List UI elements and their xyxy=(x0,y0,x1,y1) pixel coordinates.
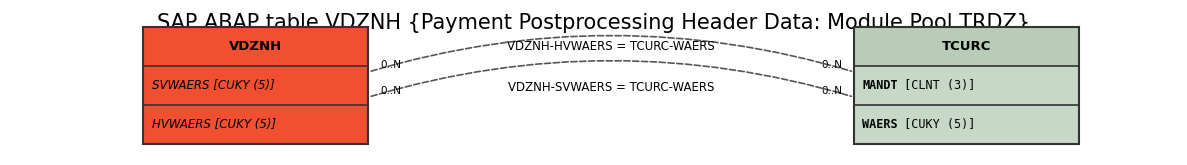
Bar xyxy=(144,27,368,144)
Bar xyxy=(144,105,368,144)
Text: SAP ABAP table VDZNH {Payment Postprocessing Header Data: Module Pool TRDZ}: SAP ABAP table VDZNH {Payment Postproces… xyxy=(157,13,1030,33)
Text: MANDT: MANDT xyxy=(862,79,897,92)
Text: 0..N: 0..N xyxy=(380,86,401,96)
Bar xyxy=(144,27,368,66)
Text: [CUKY (5)]: [CUKY (5)] xyxy=(896,118,975,131)
Text: HVWAERS [CUKY (5)]: HVWAERS [CUKY (5)] xyxy=(152,118,275,131)
Text: WAERS: WAERS xyxy=(862,118,897,131)
Text: 0..N: 0..N xyxy=(380,60,401,70)
Text: 0..N: 0..N xyxy=(821,60,843,70)
Bar xyxy=(853,105,1079,144)
Text: VDZNH-SVWAERS = TCURC-WAERS: VDZNH-SVWAERS = TCURC-WAERS xyxy=(508,81,715,94)
Text: [CLNT (3)]: [CLNT (3)] xyxy=(896,79,975,92)
Bar xyxy=(853,66,1079,105)
Text: 0..N: 0..N xyxy=(821,86,843,96)
Text: VDZNH-HVWAERS = TCURC-WAERS: VDZNH-HVWAERS = TCURC-WAERS xyxy=(507,40,715,53)
Text: TCURC: TCURC xyxy=(941,40,991,53)
Text: SVWAERS [CUKY (5)]: SVWAERS [CUKY (5)] xyxy=(152,79,274,92)
Bar xyxy=(144,66,368,105)
Bar xyxy=(853,27,1079,66)
Text: VDZNH: VDZNH xyxy=(229,40,283,53)
Bar xyxy=(853,27,1079,144)
